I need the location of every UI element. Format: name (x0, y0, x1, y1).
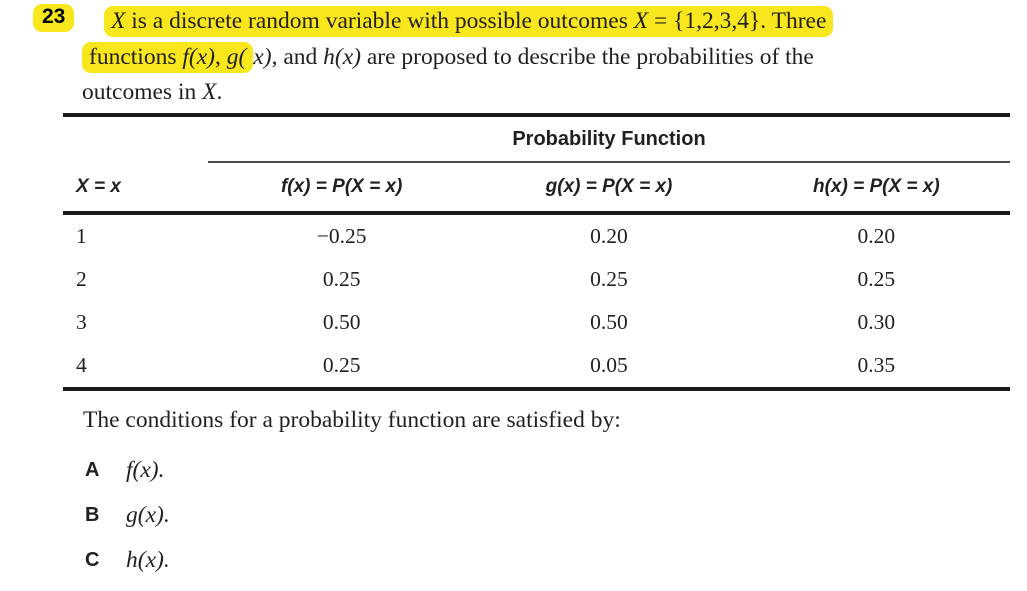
option-b: B g(x). (85, 493, 170, 538)
table-header-row: X = x f(x) = P(X = x) g(x) = P(X = x) h(… (63, 163, 1010, 211)
column-header-hx: h(x) = P(X = x) (812, 175, 940, 197)
option-a: A f(x). (85, 448, 170, 493)
table-group-rule (208, 161, 1010, 163)
option-label: B (85, 504, 100, 526)
option-text: h(x). (126, 547, 170, 573)
table-bottom-rule (63, 386, 1010, 391)
table-cell: 2 (76, 266, 87, 291)
column-header-x: X = x (76, 175, 121, 197)
table-cell: 0.50 (322, 309, 361, 334)
question-number: 23 (33, 4, 75, 32)
highlight: functions f(x), g( (82, 41, 254, 73)
table-row: 3 0.50 0.50 0.30 (63, 301, 1010, 344)
stem-line-1: X is a discrete random variable with pos… (82, 4, 1022, 40)
table-cell: 0.25 (857, 266, 896, 291)
option-label: C (85, 549, 100, 571)
table-cell: 0.20 (857, 223, 896, 248)
column-header-gx: g(x) = P(X = x) (545, 175, 673, 197)
table-cell: 4 (76, 352, 87, 377)
table-cell: −0.25 (316, 223, 367, 248)
table-top-rule (63, 113, 1010, 117)
option-label: A (85, 459, 100, 481)
answer-options: A f(x). B g(x). C h(x). (85, 448, 170, 583)
question-text: X is a discrete random variable with pos… (82, 4, 1022, 111)
table-cell: 0.50 (590, 309, 628, 334)
table-mid-rule (63, 210, 1010, 215)
stem-line-2: functions f(x), g(x), and h(x) are propo… (82, 40, 1022, 76)
table-cell: 3 (76, 309, 87, 334)
stem-line-3: outcomes in X. (82, 79, 223, 105)
table-cell: 1 (76, 223, 87, 248)
option-c: C h(x). (85, 538, 170, 583)
table-group-header: Probability Function (512, 127, 706, 150)
table-cell: 0.35 (857, 352, 896, 377)
column-header-fx: f(x) = P(X = x) (280, 175, 403, 197)
table-row: 2 0.25 0.25 0.25 (63, 258, 1010, 301)
table-row: 4 0.25 0.05 0.35 (63, 344, 1010, 387)
highlight: X is a discrete random variable with pos… (104, 6, 834, 37)
table-cell: 0.25 (322, 352, 361, 377)
option-text: g(x). (126, 502, 170, 528)
prompt: The conditions for a probability functio… (83, 407, 621, 433)
table-cell: 0.25 (590, 266, 628, 291)
table-cell: 0.05 (590, 352, 628, 377)
table-row: 1 −0.25 0.20 0.20 (63, 215, 1010, 258)
table-cell: 0.20 (590, 223, 628, 248)
table-cell: 0.30 (857, 309, 896, 334)
table-cell: 0.25 (322, 266, 361, 291)
probability-table: Probability Function X = x f(x) = P(X = … (63, 113, 1010, 391)
option-text: f(x). (126, 457, 165, 483)
